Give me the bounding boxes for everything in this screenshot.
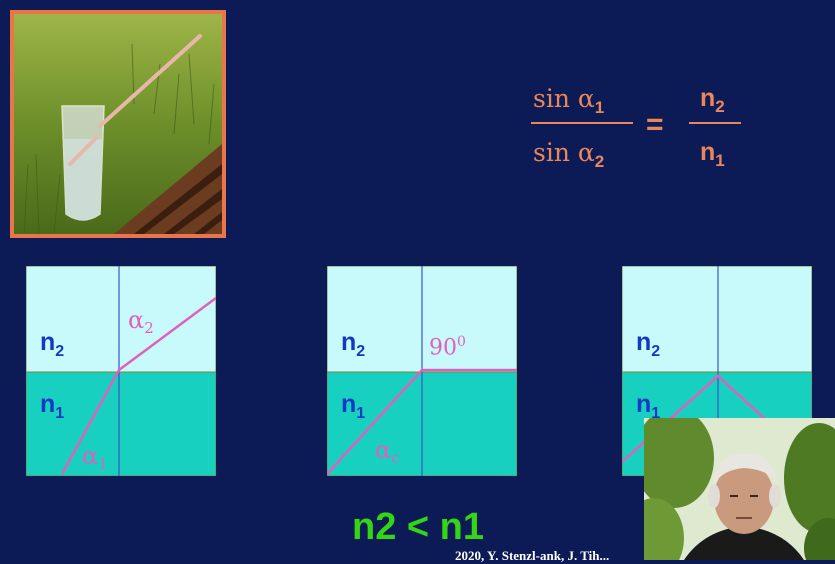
label-alpha2-sub: 2 <box>144 319 154 337</box>
credit-text: 2020, Y. Stenzl-ank, J. Tih... <box>455 548 610 563</box>
panel-critical-angle: n2 n1 900 αc <box>327 266 517 476</box>
label-90-degrees: 900 <box>429 334 466 360</box>
panel-refraction-diagram <box>26 266 216 476</box>
formula-equals: = <box>646 108 664 141</box>
label-n2: n2 <box>40 328 64 361</box>
label-alpha2-text: α <box>128 306 145 334</box>
label-n2-sub: 2 <box>651 343 661 360</box>
formula-lhs-denominator-text: sin α <box>533 138 595 167</box>
formula-rhs-denominator-sub: 1 <box>715 151 725 170</box>
formula-rhs-fraction-bar <box>689 122 741 124</box>
label-n2-sub: 2 <box>356 343 366 360</box>
label-alpha1-text: α <box>82 442 99 470</box>
inequality-label: n2 < n1 <box>352 506 484 548</box>
formula-rhs-denominator: n1 <box>700 138 725 171</box>
label-n1: n1 <box>341 390 365 423</box>
presenter-video <box>644 418 835 560</box>
label-90-degrees-sup: 0 <box>457 334 466 350</box>
label-n2-text: n <box>40 328 56 356</box>
formula-lhs-denominator-sub: 2 <box>594 152 605 171</box>
label-alpha1-sub: 1 <box>98 455 108 473</box>
light-ray <box>60 296 216 475</box>
label-n1: n1 <box>40 390 64 423</box>
formula-lhs-fraction-bar <box>531 122 633 124</box>
formula-rhs-denominator-text: n <box>700 138 716 166</box>
formula-lhs-numerator: sin α1 <box>533 84 604 118</box>
label-n1-text: n <box>40 390 56 418</box>
label-n1-sub: 1 <box>55 405 65 422</box>
upper-medium <box>26 266 216 373</box>
label-n1-text: n <box>636 390 652 418</box>
label-alpha-c: αc <box>375 436 400 467</box>
label-n2: n2 <box>341 328 365 361</box>
label-90-degrees-text: 90 <box>429 335 457 361</box>
label-n2-sub: 2 <box>55 343 65 360</box>
label-alpha-c-text: α <box>375 436 392 464</box>
panel-refraction: n2 n1 α2 α1 <box>26 266 216 476</box>
formula-lhs-denominator: sin α2 <box>533 138 604 172</box>
label-alpha2: α2 <box>128 306 154 337</box>
label-n1-text: n <box>341 390 357 418</box>
label-n1-sub: 1 <box>651 405 661 422</box>
label-n2-text: n <box>341 328 357 356</box>
label-n1: n1 <box>636 390 660 423</box>
label-n1-sub: 1 <box>356 405 366 422</box>
formula-lhs-numerator-text: sin α <box>533 84 595 113</box>
formula-rhs-numerator-sub: 2 <box>715 97 725 116</box>
formula-rhs-numerator-text: n <box>700 84 716 112</box>
label-alpha1: α1 <box>82 442 108 473</box>
glass-straw-illustration <box>14 14 222 234</box>
light-ray <box>327 368 517 475</box>
webcam-overlay <box>644 418 835 560</box>
label-n2: n2 <box>636 328 660 361</box>
panel-critical-angle-diagram <box>327 266 517 476</box>
photo-glass-with-straw <box>10 10 226 238</box>
formula-lhs-numerator-sub: 1 <box>594 98 605 117</box>
upper-medium <box>622 266 812 373</box>
lower-medium <box>26 371 216 476</box>
label-n2-text: n <box>636 328 652 356</box>
label-alpha-c-sub: c <box>391 449 400 467</box>
formula-rhs-numerator: n2 <box>700 84 725 117</box>
